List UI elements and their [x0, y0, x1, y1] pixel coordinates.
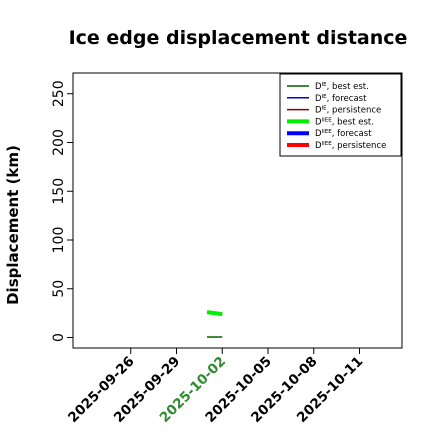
y-tick-label: 150	[51, 178, 67, 205]
legend-entry: DIE, forecast	[315, 94, 367, 104]
legend-entry: DIIEE, forecast	[315, 129, 372, 139]
legend-entry: DIE, persistence	[315, 106, 381, 116]
legend-entry: DIE, best est.	[315, 82, 369, 92]
legend-entry: DIIEE, best est.	[315, 117, 374, 127]
y-tick-label: 200	[51, 129, 67, 156]
legend-entry: DIIEE, persistence	[315, 141, 386, 151]
plot-area-frame	[72, 72, 403, 349]
series-layer	[206, 310, 223, 338]
y-tick-label: 250	[51, 80, 67, 107]
y-tick-label: 100	[51, 227, 67, 254]
legend-box	[279, 73, 402, 157]
chart-title: Ice edge displacement distance	[69, 27, 408, 49]
legend: DIE, best est. DIE, forecast DIE, persiste…	[279, 73, 402, 157]
y-axis-label: Displacement (km)	[4, 145, 22, 305]
y-axis: 0 50 100 150 200 250	[51, 80, 73, 342]
x-axis: 2025-09-262025-09-292025-10-022025-10-05…	[65, 348, 366, 426]
series-line-1	[206, 310, 223, 317]
y-tick-label: 0	[51, 333, 67, 342]
y-tick-label: 50	[51, 280, 67, 298]
